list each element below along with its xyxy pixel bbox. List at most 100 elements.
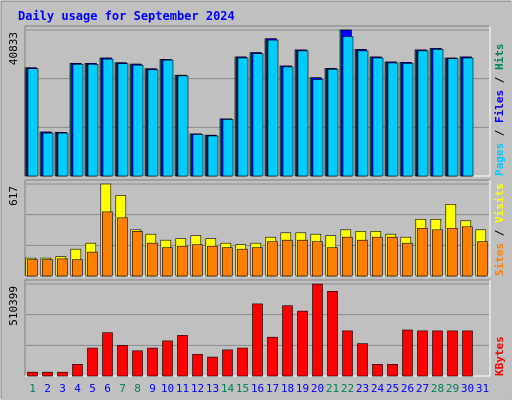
bar-pages-day-23 — [357, 50, 369, 177]
x-tick-label: 17 — [266, 382, 279, 395]
bar-sites-day-18 — [281, 239, 293, 277]
y-max-label: 510399 — [7, 286, 20, 326]
bar-sites-day-22 — [341, 236, 353, 277]
x-tick-label: 6 — [104, 382, 111, 395]
x-tick-label: 31 — [476, 382, 489, 395]
panel-hits-files-pages: 40833 Pages / Files / Hits — [7, 25, 506, 177]
bar-kbytes-day-11 — [177, 335, 188, 377]
y-max-label: 617 — [7, 186, 20, 206]
bar-sites-day-17 — [266, 241, 278, 277]
bar-kbytes-day-19 — [297, 310, 308, 377]
bar-pages-day-1 — [27, 68, 39, 177]
side-legend-part: / — [493, 123, 506, 143]
bar-kbytes-day-23 — [357, 343, 368, 377]
bar-pages-day-11 — [177, 75, 189, 177]
bar-sites-day-10 — [162, 247, 173, 277]
bar-pages-day-24 — [372, 57, 384, 177]
x-tick-label: 11 — [176, 382, 189, 395]
bar-pages-day-9 — [147, 69, 159, 177]
bar-sites-day-21 — [326, 247, 338, 277]
bar-pages-day-30 — [462, 57, 474, 177]
side-legend-part: KBytes — [493, 336, 506, 376]
x-tick-label: 20 — [311, 382, 324, 395]
panel-kbytes: 510399 KBytes — [7, 279, 506, 377]
side-legend-part: / — [493, 223, 506, 243]
bar-kbytes-day-29 — [447, 330, 458, 377]
bar-pages-day-7 — [117, 63, 129, 177]
bar-pages-day-8 — [132, 64, 144, 177]
bar-kbytes-day-16 — [252, 303, 263, 377]
bar-sites-day-26 — [401, 242, 413, 277]
x-tick-label: 27 — [416, 382, 429, 395]
x-tick-label: 21 — [326, 382, 339, 395]
x-tick-label: 23 — [356, 382, 369, 395]
side-legend: Pages / Files / Hits — [493, 44, 506, 177]
bar-sites-day-12 — [192, 244, 203, 277]
x-tick-label: 9 — [149, 382, 156, 395]
bar-pages-day-16 — [252, 53, 264, 177]
side-legend: KBytes — [493, 336, 506, 376]
bar-kbytes-day-18 — [282, 305, 293, 377]
bar-kbytes-day-26 — [402, 329, 413, 377]
bar-pages-day-29 — [447, 58, 459, 177]
x-tick-label: 16 — [251, 382, 264, 395]
x-tick-label: 15 — [236, 382, 249, 395]
bar-kbytes-day-20 — [312, 283, 323, 377]
x-tick-label: 5 — [89, 382, 96, 395]
bar-sites-day-8 — [132, 231, 143, 277]
bar-pages-day-10 — [162, 59, 174, 177]
bar-pages-day-12 — [192, 134, 204, 177]
bar-pages-day-17 — [267, 39, 279, 177]
bar-pages-day-28 — [432, 49, 444, 177]
bar-sites-day-20 — [311, 241, 323, 277]
x-tick-label: 10 — [161, 382, 174, 395]
bar-pages-day-2 — [42, 132, 54, 177]
side-legend-part: Hits — [493, 44, 506, 71]
x-tick-label: 3 — [59, 382, 66, 395]
x-axis-labels: 1 2 3 4 5 6 7 8 9 10 11 12 13 14 15 16 17 18 19 20 21 22 23 24 2… — [29, 382, 489, 395]
x-tick-label: 28 — [431, 382, 444, 395]
bar-kbytes-day-3 — [57, 371, 68, 377]
chart-panels: 40833 Pages / Files / Hits 617 Sites / Visi… — [7, 25, 506, 377]
bar-sites-day-23 — [356, 239, 368, 277]
bar-sites-day-6 — [102, 211, 113, 277]
bar-sites-day-14 — [222, 247, 233, 277]
side-legend-part: Pages — [493, 143, 506, 176]
bar-kbytes-day-21 — [327, 290, 338, 377]
bar-kbytes-day-28 — [432, 330, 443, 377]
x-tick-label: 2 — [44, 382, 51, 395]
bar-sites-day-28 — [431, 229, 443, 277]
bar-sites-day-5 — [87, 251, 98, 277]
bar-pages-day-14 — [222, 119, 234, 177]
bar-kbytes-day-13 — [207, 356, 218, 377]
x-tick-label: 29 — [446, 382, 459, 395]
x-tick-label: 24 — [371, 382, 385, 395]
bar-pages-day-13 — [207, 135, 219, 177]
x-tick-label: 14 — [221, 382, 235, 395]
bar-sites-day-4 — [72, 259, 83, 277]
x-tick-label: 13 — [206, 382, 219, 395]
bar-kbytes-day-17 — [267, 336, 278, 377]
bar-pages-day-21 — [327, 69, 339, 177]
x-tick-label: 7 — [119, 382, 126, 395]
bar-pages-day-5 — [87, 64, 99, 177]
bar-pages-day-3 — [57, 132, 69, 177]
bar-sites-day-13 — [207, 245, 218, 277]
bar-sites-day-9 — [147, 242, 158, 277]
x-tick-label: 25 — [386, 382, 399, 395]
bar-sites-day-24 — [371, 236, 383, 277]
bar-kbytes-day-4 — [72, 363, 83, 377]
side-legend-part: / — [493, 70, 506, 90]
bar-sites-day-15 — [237, 248, 248, 277]
bar-sites-day-29 — [446, 228, 458, 277]
bar-kbytes-day-9 — [147, 347, 158, 377]
bar-pages-day-26 — [402, 63, 414, 177]
x-tick-label: 26 — [401, 382, 414, 395]
bar-kbytes-day-15 — [237, 347, 248, 377]
bar-sites-day-11 — [177, 245, 188, 277]
bar-kbytes-day-1 — [27, 371, 38, 377]
bar-sites-day-31 — [476, 241, 488, 277]
bar-kbytes-day-7 — [117, 345, 128, 377]
bar-pages-day-20 — [312, 79, 324, 177]
